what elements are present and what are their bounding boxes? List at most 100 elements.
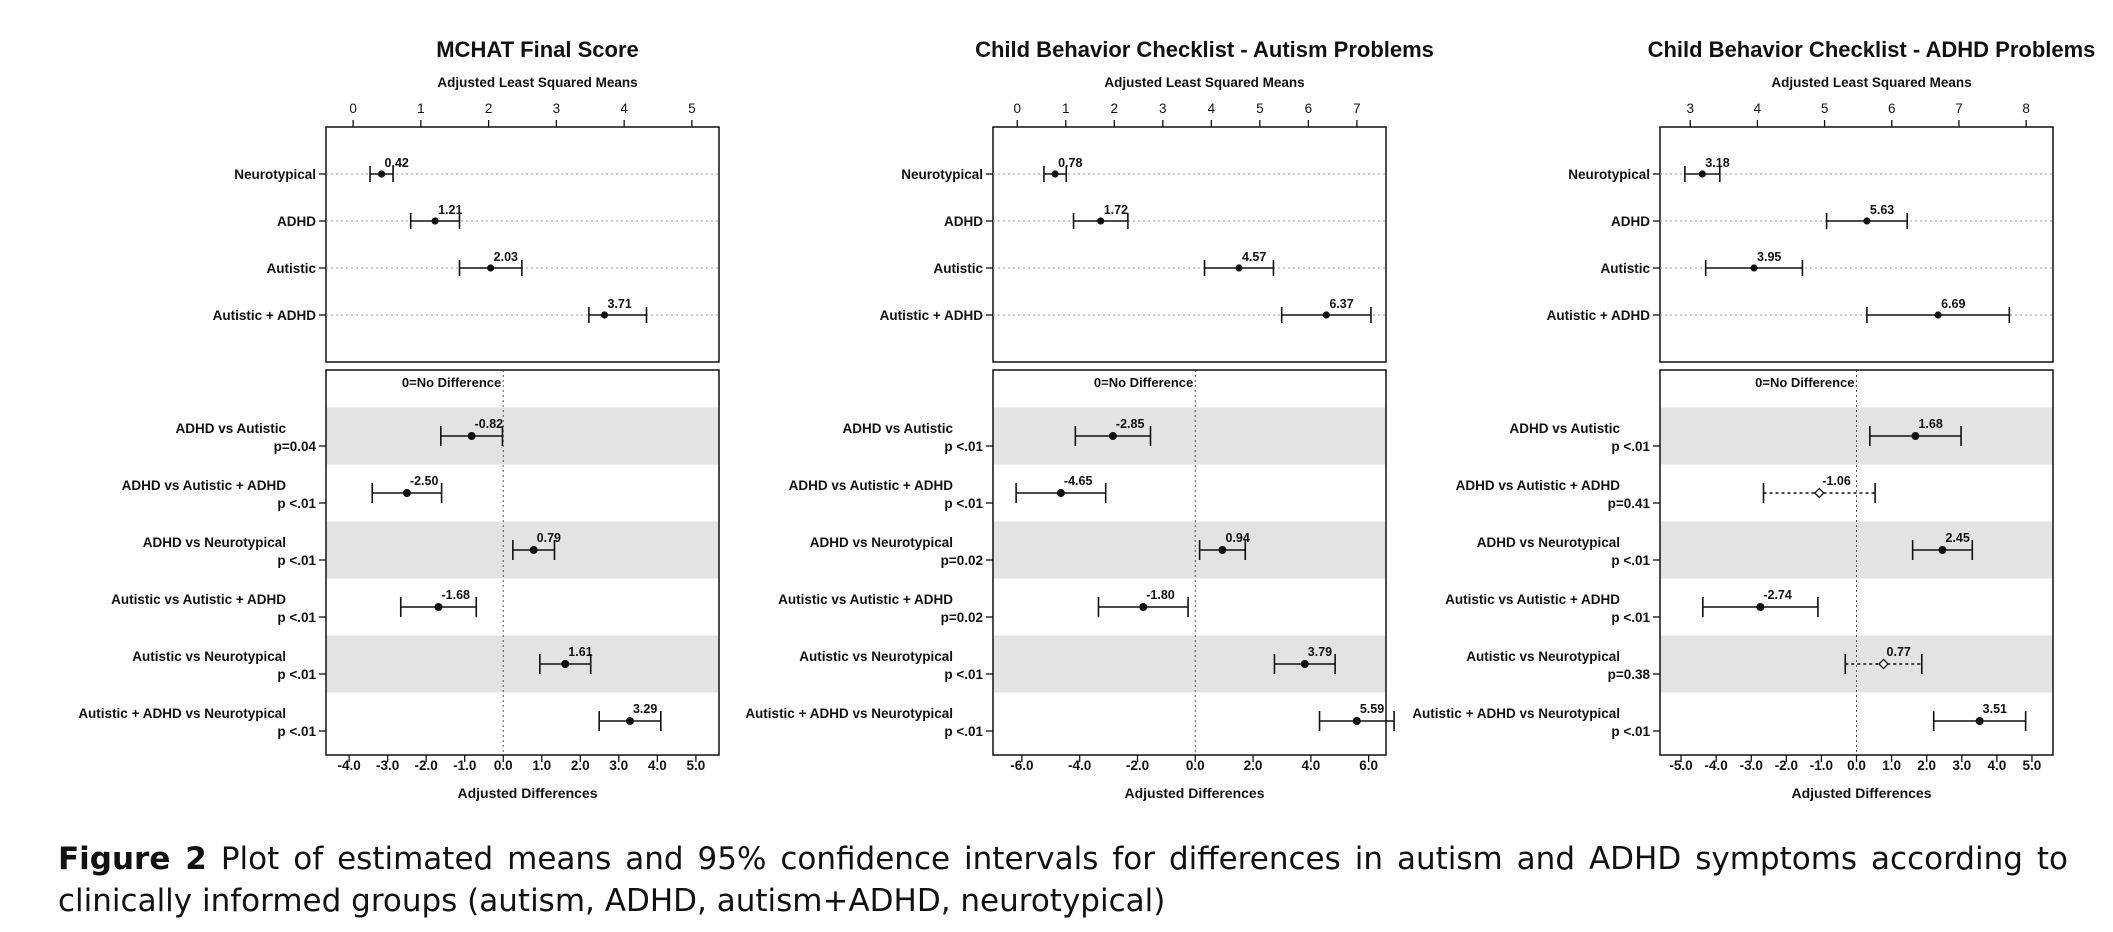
top-axis-tick-label: 0 [1014, 101, 1022, 116]
p-value-label: p <.01 [1611, 553, 1650, 568]
mean-point [1934, 311, 1942, 319]
bottom-axis-label: Adjusted Differences [1124, 785, 1264, 801]
mean-value-label: 0.42 [385, 156, 409, 170]
difference-value-label: 3.29 [633, 702, 657, 716]
figure-caption: Figure 2 Plot of estimated means and 95%… [58, 838, 2068, 922]
difference-value-label: -0.82 [475, 417, 504, 431]
difference-value-label: 1.61 [568, 645, 592, 659]
bottom-axis-tick-label: 0.0 [1847, 758, 1866, 773]
mean-point [1051, 170, 1059, 178]
p-value-label: p <.01 [1611, 724, 1650, 739]
top-axis-tick-label: 7 [1353, 101, 1361, 116]
figure-caption-label: Figure 2 [58, 841, 207, 877]
reference-label: 0=No Difference [1755, 375, 1854, 390]
difference-point [467, 432, 476, 440]
bottom-axis-tick-label: -4.0 [1068, 758, 1091, 773]
difference-point [1352, 717, 1361, 725]
bottom-axis-tick-label: 5.0 [2023, 758, 2042, 773]
difference-point [1938, 546, 1947, 554]
bottom-axis-tick-label: 1.0 [1882, 758, 1901, 773]
top-axis-tick-label: 5 [688, 101, 696, 116]
mean-value-label: 3.18 [1705, 156, 1729, 170]
panel-title: Child Behavior Checklist - Autism Proble… [975, 37, 1434, 62]
panel-title: MCHAT Final Score [436, 37, 639, 62]
difference-value-label: -1.68 [442, 588, 471, 602]
top-axis-label: Adjusted Least Squared Means [437, 75, 637, 90]
group-label: ADHD [1611, 214, 1650, 229]
group-label: Neurotypical [234, 167, 316, 182]
difference-value-label: -4.65 [1064, 474, 1093, 488]
means-plot-frame [1659, 126, 2054, 363]
comparison-label: ADHD vs Autistic + ADHD [122, 478, 287, 493]
top-axis-tick-label: 4 [1754, 101, 1762, 116]
difference-value-label: 5.59 [1360, 702, 1384, 716]
comparison-label: ADHD vs Autistic + ADHD [789, 478, 954, 493]
comparison-label: Autistic vs Autistic + ADHD [1445, 592, 1620, 607]
group-label: Autistic [1600, 261, 1650, 276]
panel-title: Child Behavior Checklist - ADHD Problems [1648, 37, 2096, 62]
top-axis-tick-label: 2 [485, 101, 493, 116]
difference-value-label: 0.77 [1887, 645, 1911, 659]
forest-plot-figure: MCHAT Final Score Adjusted Least Squared … [78, 37, 2096, 801]
difference-point [1911, 432, 1920, 440]
difference-point-nonsignificant [1813, 487, 1825, 499]
comparison-label: Autistic vs Autistic + ADHD [778, 592, 953, 607]
bottom-axis-tick-label: -1.0 [1810, 758, 1833, 773]
top-axis-tick-label: 2 [1111, 101, 1119, 116]
top-axis-tick-label: 3 [1159, 101, 1167, 116]
comparison-label: ADHD vs Autistic [1509, 421, 1620, 436]
mean-point [431, 217, 439, 225]
mean-value-label: 6.69 [1941, 297, 1965, 311]
group-label: Autistic + ADHD [1547, 308, 1651, 323]
p-value-label: p <.01 [944, 667, 983, 682]
bottom-axis-tick-label: -3.0 [1740, 758, 1763, 773]
forest-panel-1: MCHAT Final Score Adjusted Least Squared … [78, 37, 720, 801]
p-value-label: p=0.02 [941, 610, 983, 625]
forest-panel-2: Child Behavior Checklist - Autism Proble… [745, 37, 1434, 801]
differences-plot-frame [992, 369, 1387, 756]
p-value-label: p <.01 [277, 496, 316, 511]
comparison-label: ADHD vs Neurotypical [1477, 535, 1620, 550]
difference-value-label: 2.45 [1945, 531, 1969, 545]
top-axis-tick-label: 6 [1305, 101, 1313, 116]
difference-value-label: -1.80 [1146, 588, 1175, 602]
difference-point [1300, 660, 1309, 668]
difference-point [1139, 603, 1148, 611]
group-label: Neurotypical [901, 167, 983, 182]
shaded-band [993, 407, 1386, 465]
bottom-axis-tick-label: -2.0 [1126, 758, 1149, 773]
top-axis-tick-label: 4 [620, 101, 628, 116]
bottom-axis-label: Adjusted Differences [457, 785, 597, 801]
mean-point [487, 264, 495, 272]
mean-value-label: 6.37 [1329, 297, 1353, 311]
mean-point [600, 311, 609, 319]
figure-caption-text: Plot of estimated means and 95% confiden… [58, 841, 2068, 919]
comparison-label: Autistic + ADHD vs Neurotypical [745, 706, 953, 721]
bottom-axis-tick-label: -6.0 [1010, 758, 1033, 773]
bottom-axis-tick-label: 3.0 [609, 758, 628, 773]
comparison-label: Autistic vs Neurotypical [799, 649, 953, 664]
bottom-axis-tick-label: 4.0 [1301, 758, 1320, 773]
comparison-label: Autistic + ADHD vs Neurotypical [1412, 706, 1620, 721]
difference-point [1975, 717, 1984, 725]
group-label: ADHD [277, 214, 316, 229]
top-axis-tick-label: 5 [1821, 101, 1829, 116]
bottom-axis-tick-label: -4.0 [337, 758, 360, 773]
group-label: ADHD [944, 214, 983, 229]
difference-value-label: -2.50 [410, 474, 439, 488]
top-axis-tick-label: 6 [1888, 101, 1896, 116]
difference-value-label: -1.06 [1822, 474, 1851, 488]
top-axis-tick-label: 3 [553, 101, 561, 116]
bottom-axis-tick-label: -5.0 [1669, 758, 1692, 773]
bottom-axis-tick-label: -2.0 [1775, 758, 1798, 773]
top-axis-tick-label: 0 [349, 101, 357, 116]
p-value-label: p <.01 [277, 667, 316, 682]
comparison-label: Autistic + ADHD vs Neurotypical [78, 706, 286, 721]
reference-label: 0=No Difference [402, 375, 501, 390]
comparison-label: ADHD vs Autistic + ADHD [1456, 478, 1621, 493]
mean-value-label: 3.71 [607, 297, 631, 311]
p-value-label: p=0.38 [1608, 667, 1651, 682]
comparison-label: ADHD vs Neurotypical [810, 535, 953, 550]
mean-value-label: 1.72 [1104, 203, 1128, 217]
difference-value-label: 0.94 [1225, 531, 1249, 545]
